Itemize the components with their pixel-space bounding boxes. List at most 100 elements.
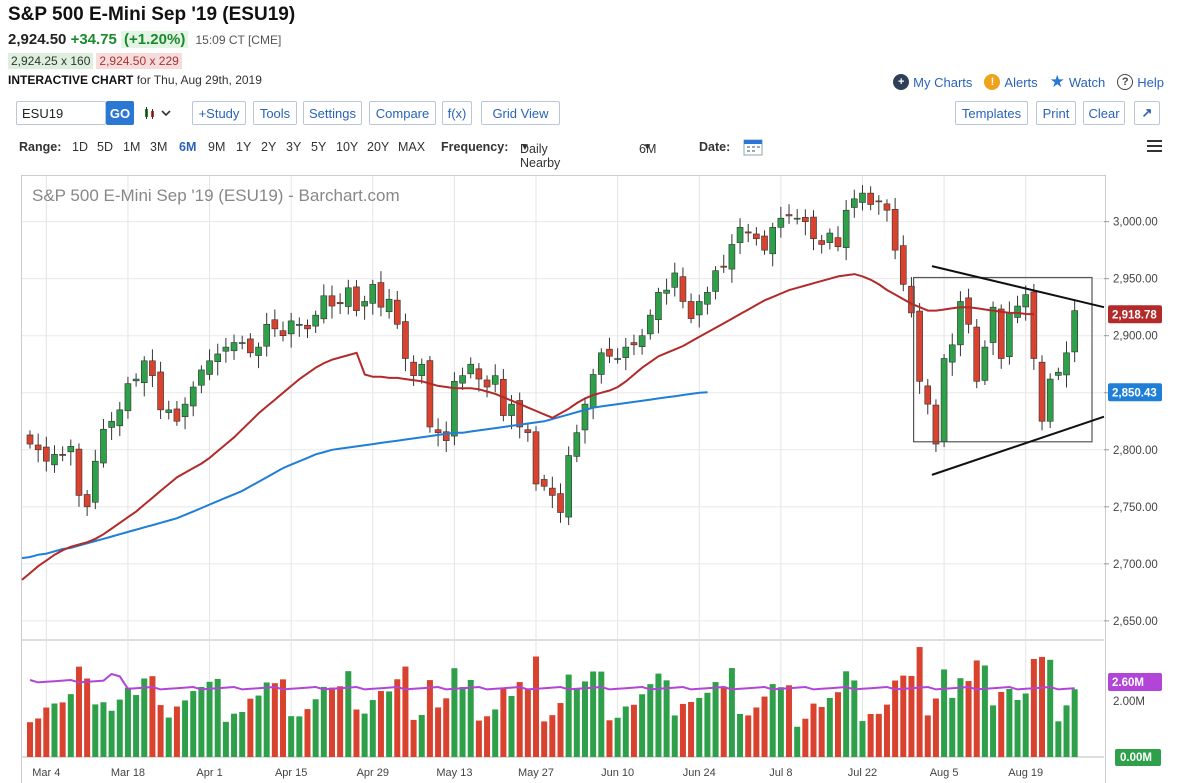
candle-body xyxy=(442,431,450,441)
volume-bar xyxy=(247,698,254,757)
alerts-link[interactable]: ! Alerts xyxy=(984,74,1038,90)
volume-bar xyxy=(108,710,115,757)
function-button[interactable]: f(x) xyxy=(442,101,472,125)
candle-body xyxy=(312,314,319,327)
candle-body xyxy=(524,429,532,433)
candle-body xyxy=(181,403,189,417)
volume-bar xyxy=(173,706,180,757)
candle-body xyxy=(26,434,34,445)
range-option-3y[interactable]: 3Y xyxy=(286,140,302,154)
calendar-icon xyxy=(743,139,763,156)
chart-title: S&P 500 E-Mini Sep '19 (ESU19) - Barchar… xyxy=(32,186,400,205)
range-option-6m[interactable]: 6M xyxy=(179,140,197,154)
volume-bar xyxy=(663,680,670,757)
range-option-20y[interactable]: 20Y xyxy=(367,140,390,154)
candle-body xyxy=(581,403,589,431)
candle-body xyxy=(320,295,328,320)
templates-button[interactable]: Templates xyxy=(955,101,1028,125)
range-option-10y[interactable]: 10Y xyxy=(336,140,359,154)
volume-bar xyxy=(981,665,988,757)
volume-bar xyxy=(418,715,425,757)
expand-button[interactable]: ↗ xyxy=(1134,101,1160,125)
period-select[interactable]: 6M ▼ xyxy=(639,140,656,156)
volume-zero-tag-bg xyxy=(1115,749,1161,766)
range-option-1d[interactable]: 1D xyxy=(72,140,88,154)
volume-bar xyxy=(296,716,303,757)
candle-body xyxy=(842,209,850,248)
candle-body xyxy=(940,358,948,442)
volume-bar xyxy=(769,684,776,757)
volume-bar xyxy=(410,719,417,757)
range-option-max[interactable]: MAX xyxy=(398,140,426,154)
candle-body xyxy=(622,346,630,358)
volume-bar xyxy=(786,685,793,757)
volume-bar xyxy=(688,702,695,757)
compare-button[interactable]: Compare xyxy=(369,101,436,125)
candle-body xyxy=(630,342,638,346)
candle-body xyxy=(271,319,279,330)
candle-body xyxy=(214,353,222,363)
volume-bar xyxy=(386,691,393,757)
range-option-9m[interactable]: 9M xyxy=(208,140,226,154)
menu-icon[interactable] xyxy=(1147,140,1162,155)
x-tick-label: Aug 19 xyxy=(1008,767,1043,779)
volume-bar xyxy=(516,682,523,757)
symbol-input[interactable]: ESU19 xyxy=(16,101,106,125)
x-tick-label: Jun 24 xyxy=(683,767,716,779)
candle-body xyxy=(59,454,66,456)
chart-type-dropdown[interactable] xyxy=(140,101,176,125)
volume-bar xyxy=(1022,693,1029,757)
volume-bar xyxy=(533,656,540,757)
volume-bar xyxy=(402,666,409,757)
tools-button[interactable]: Tools xyxy=(253,101,297,125)
candle-body xyxy=(826,232,834,243)
x-tick-label: Mar 18 xyxy=(111,767,145,779)
clear-button[interactable]: Clear xyxy=(1083,101,1125,125)
candle-body xyxy=(655,292,662,321)
add-study-button[interactable]: +Study xyxy=(192,101,246,125)
volume-bar xyxy=(361,713,368,757)
candle-body xyxy=(769,227,777,255)
candle-body xyxy=(369,284,377,304)
volume-bar xyxy=(149,676,156,757)
range-option-1y[interactable]: 1Y xyxy=(236,140,252,154)
candle-body xyxy=(287,320,295,335)
volume-bar xyxy=(826,697,833,757)
candle-body xyxy=(997,308,1005,359)
candle-body xyxy=(296,323,303,326)
watch-link[interactable]: ★ Watch xyxy=(1050,72,1106,92)
volume-bar xyxy=(369,700,376,757)
candle-body xyxy=(304,324,311,330)
range-option-3m[interactable]: 3M xyxy=(150,140,168,154)
candlestick-icon xyxy=(145,107,171,119)
help-label: Help xyxy=(1137,74,1164,90)
volume-bar xyxy=(231,713,238,757)
print-button[interactable]: Print xyxy=(1036,101,1076,125)
range-option-5d[interactable]: 5D xyxy=(97,140,113,154)
volume-bar xyxy=(345,671,352,757)
candle-body xyxy=(410,361,417,376)
candle-body xyxy=(336,302,344,305)
volume-bar xyxy=(426,680,433,757)
candle-body xyxy=(948,344,956,363)
ma-200-tag-bg xyxy=(1108,383,1162,402)
candle-body xyxy=(173,408,181,422)
volume-bar xyxy=(1039,656,1046,757)
go-button[interactable]: GO xyxy=(106,101,134,125)
settings-button[interactable]: Settings xyxy=(303,101,362,125)
candle-body xyxy=(818,240,825,245)
range-option-2y[interactable]: 2Y xyxy=(261,140,277,154)
candle-body xyxy=(728,244,736,270)
candle-body xyxy=(75,448,83,496)
candle-body xyxy=(475,368,483,380)
help-link[interactable]: ? Help xyxy=(1117,74,1164,90)
x-tick-label: Jul 8 xyxy=(769,767,792,779)
grid-view-button[interactable]: Grid View xyxy=(481,101,560,125)
candle-body xyxy=(206,360,213,375)
range-option-1m[interactable]: 1M xyxy=(123,140,141,154)
range-option-5y[interactable]: 5Y xyxy=(311,140,327,154)
volume-bar xyxy=(124,687,131,757)
calendar-button[interactable] xyxy=(743,138,763,159)
my-charts-link[interactable]: + My Charts xyxy=(893,74,972,90)
